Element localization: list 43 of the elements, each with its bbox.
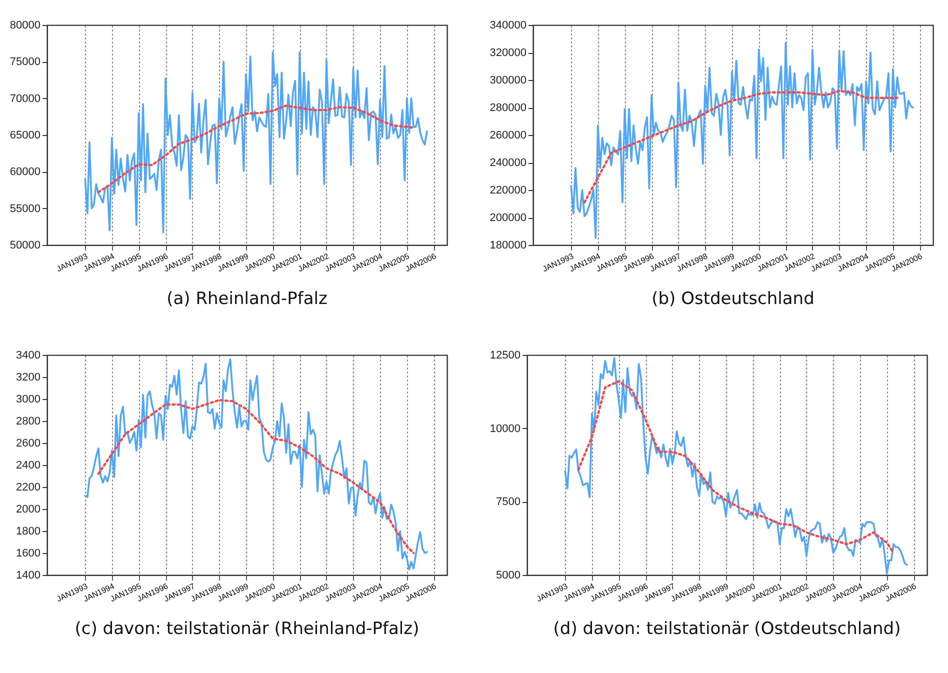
y-tick-label: 2000: [16, 504, 40, 516]
y-tick-label: 80000: [10, 20, 40, 32]
y-tick-label: 5000: [496, 570, 520, 582]
y-tick-label: 2800: [16, 416, 40, 428]
line-series: [577, 380, 895, 554]
y-tick-label: 280000: [490, 102, 526, 114]
text: (a) Rheinland-Pfalz: [166, 289, 328, 310]
y-tick-label: 12500: [490, 350, 520, 362]
y-tick-label: 3200: [16, 372, 40, 384]
y-tick-label: 1800: [16, 526, 40, 538]
y-tick-label: 200000: [490, 212, 526, 224]
text: (c) davon: teilstationär (Rheinland-Pfalz): [74, 619, 420, 640]
y-tick-label: 2600: [16, 438, 40, 450]
y-tick-label: 65000: [10, 130, 40, 142]
y-tick-label: 3000: [16, 394, 40, 406]
y-tick-label: 1600: [16, 548, 40, 560]
y-tick-label: 50000: [10, 240, 40, 252]
y-tick-label: 3400: [16, 350, 40, 362]
line-series: [564, 357, 908, 574]
y-tick-label: 75000: [10, 56, 40, 68]
text: (d) davon: teilstationär (Ostdeutschland): [553, 619, 901, 640]
y-tick-label: 60000: [10, 166, 40, 178]
y-tick-label: 10000: [490, 422, 520, 435]
y-tick-label: 300000: [490, 74, 526, 86]
line-series: [583, 90, 898, 204]
line-series: [84, 51, 428, 234]
y-tick-label: 2400: [16, 460, 40, 472]
y-tick-label: 340000: [490, 20, 526, 32]
line-series: [97, 399, 415, 554]
line-series: [570, 42, 914, 240]
y-tick-label: 240000: [490, 157, 526, 169]
text: (b) Ostdeutschland: [652, 289, 814, 310]
y-tick-label: 7500: [496, 496, 520, 508]
y-tick-label: 220000: [490, 184, 526, 196]
line-series: [97, 104, 415, 194]
y-tick-label: 55000: [10, 202, 40, 215]
y-tick-label: 70000: [10, 92, 40, 105]
y-tick-label: 2200: [16, 482, 40, 494]
y-tick-label: 180000: [490, 240, 526, 252]
y-tick-label: 1400: [16, 570, 40, 582]
line-series: [84, 358, 428, 570]
y-tick-label: 260000: [490, 130, 526, 142]
y-tick-label: 320000: [490, 47, 526, 59]
